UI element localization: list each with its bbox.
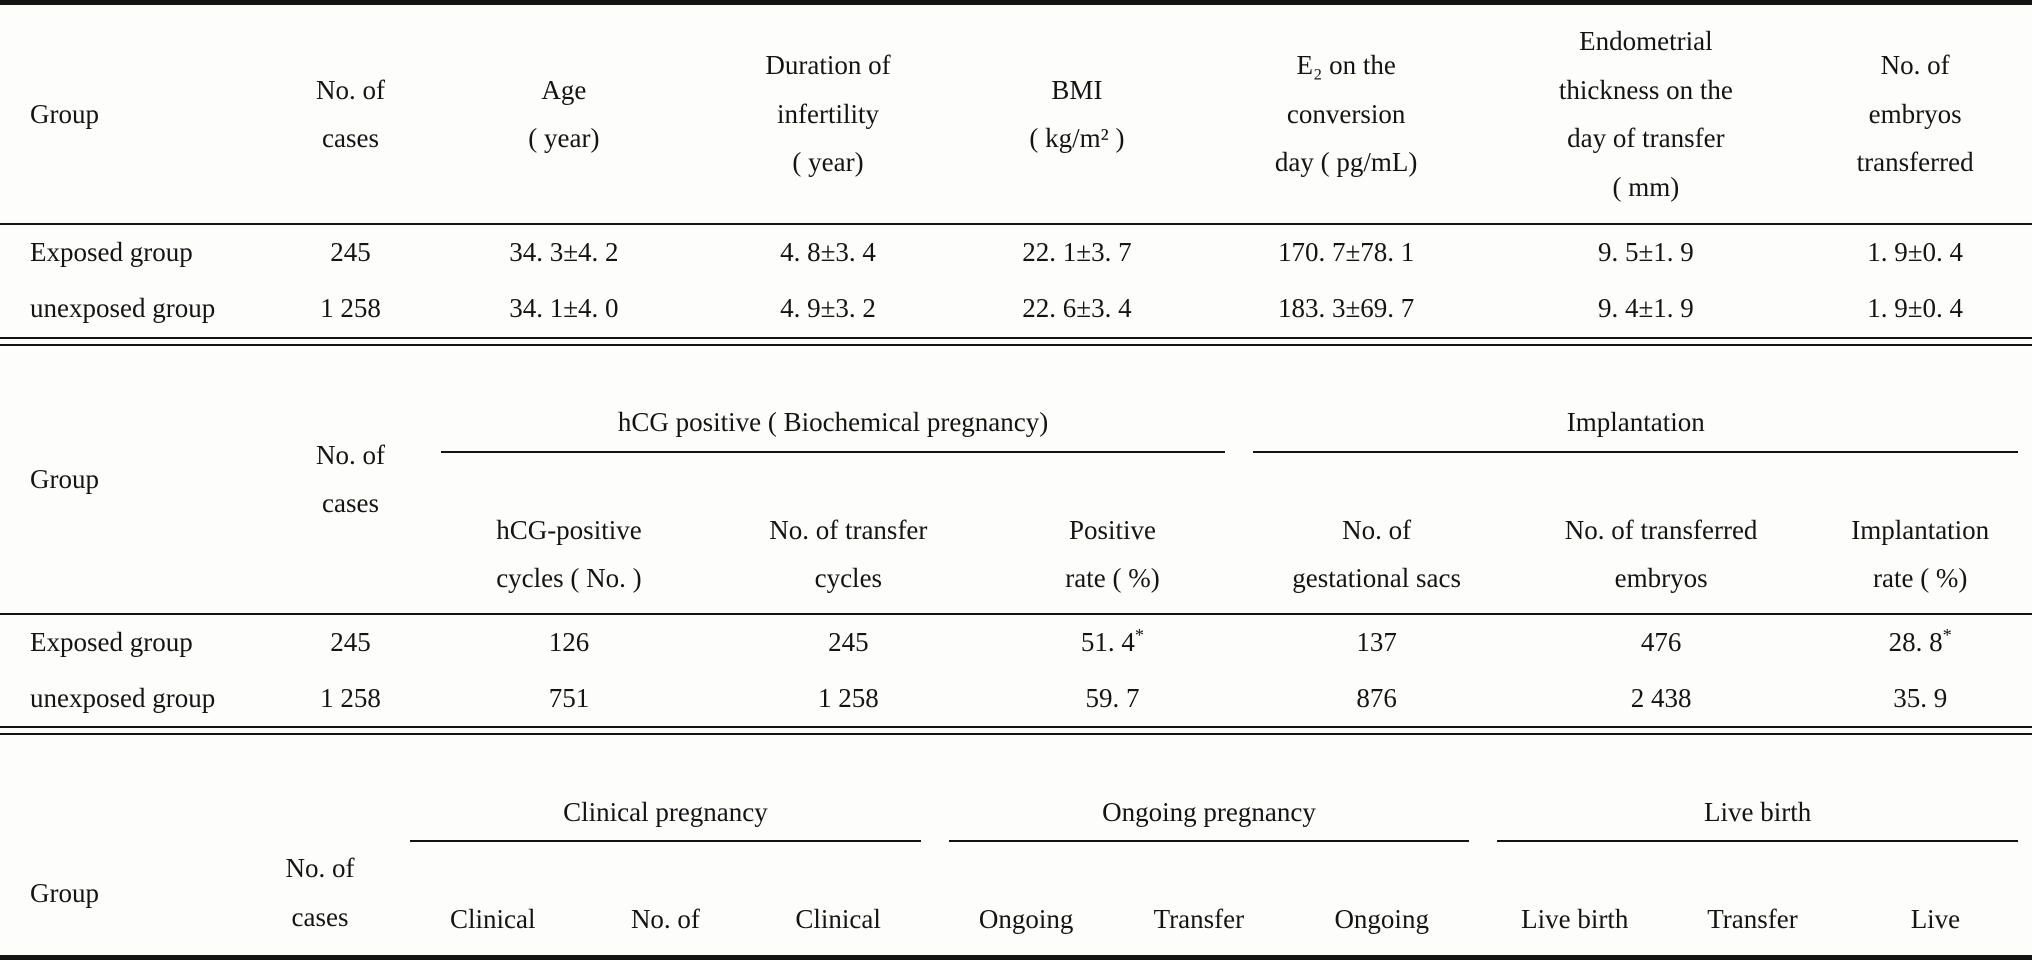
spanner-label: Ongoing pregnancy <box>948 790 1470 843</box>
sub-header-row: Clinical pregnancy cases ( No. ) No. of … <box>0 890 2032 955</box>
spanner-label: Clinical pregnancy <box>410 790 921 843</box>
t2-header-transferred-embryos: No. of transferred embryos <box>1513 501 1809 615</box>
pregnancy-outcomes-table: Group No. of cases Clinical pregnancy On… <box>0 735 2032 955</box>
data-cell: 1. 9±0. 4 <box>1867 237 1964 268</box>
t1-header-age: Age ( year) <box>426 5 702 226</box>
data-cell: 751 <box>548 682 590 713</box>
baseline-characteristics-table: Group No. of cases Age ( year) Duration … <box>0 5 2032 337</box>
data-cell: 35. 9 <box>1893 682 1948 713</box>
data-cell: 245 <box>330 626 371 657</box>
data-cell: 34. 3±4. 2 <box>509 237 619 268</box>
t3-header-no-of-cases: No. of cases <box>243 735 397 955</box>
spanner-label: Implantation <box>1253 400 2018 453</box>
t3-header-transfer-cycles-ongoing: Transfer cycles ( No. ) <box>1117 890 1281 955</box>
table-row-exposed: Exposed group 245 126 245 51. 4* 137 476… <box>0 614 2032 671</box>
table-header-row: Group No. of cases Age ( year) Duration … <box>0 5 2032 226</box>
data-cell: 1. 9±0. 4 <box>1867 293 1964 324</box>
data-cell: 245 <box>330 237 371 268</box>
t1-header-group: Group <box>0 5 275 226</box>
t2-header-hcg-positive-cycles: hCG-positive cycles ( No. ) <box>426 501 712 615</box>
data-cell: 51. 4* <box>1080 624 1145 657</box>
data-cell: 34. 1±4. 0 <box>509 293 619 324</box>
data-cell: 137 <box>1356 626 1397 657</box>
t3-spanner-clinical-pregnancy: Clinical pregnancy <box>396 735 934 891</box>
data-cell: 9. 4±1. 9 <box>1597 293 1694 324</box>
double-rule-separator <box>0 336 2032 346</box>
data-cell: 28. 8* <box>1888 624 1952 657</box>
t3-spanner-ongoing-pregnancy: Ongoing pregnancy <box>935 735 1484 891</box>
data-cell: 4. 9±3. 2 <box>780 293 876 324</box>
data-cell: 22. 1±3. 7 <box>1022 237 1132 268</box>
data-cell: 4. 8±3. 4 <box>780 237 876 268</box>
t3-header-live-birth-cases: Live birth cases ( No. ) <box>1483 890 1667 955</box>
spanner-label: Live birth <box>1497 790 2018 843</box>
data-cell: 1 258 <box>320 293 381 324</box>
t3-header-clinical-pregnancy-cases: Clinical pregnancy cases ( No. ) <box>396 890 590 955</box>
spanner-label: hCG positive ( Biochemical pregnancy) <box>440 400 1226 453</box>
data-cell: 1 258 <box>817 682 879 713</box>
data-cell: 126 <box>548 626 590 657</box>
t3-header-live-birth-rate: Live birth rate ( %) <box>1838 890 2032 955</box>
t1-header-duration-of-infertility: Duration of infertility ( year) <box>701 5 956 226</box>
t3-spanner-live-birth: Live birth <box>1483 735 2032 891</box>
t2-spanner-implantation: Implantation <box>1239 346 2032 502</box>
sub-header-row: hCG-positive cycles ( No. ) No. of trans… <box>0 501 2032 615</box>
t2-header-no-of-cases: No. of cases <box>274 345 427 615</box>
significance-asterisk: * <box>1134 624 1145 645</box>
table-row-exposed: Exposed group 245 34. 3±4. 2 4. 8±3. 4 2… <box>0 224 2032 281</box>
t2-header-transfer-cycles: No. of transfer cycles <box>711 501 986 615</box>
t1-header-bmi: BMI ( kg/m² ) <box>955 5 1199 226</box>
table-row-unexposed: unexposed group 1 258 34. 1±4. 0 4. 9±3.… <box>0 281 2032 337</box>
t3-header-ongoing-pregnancy-rate: Ongoing pregnancy rate ( %) <box>1280 890 1484 955</box>
data-cell: 170. 7±78. 1 <box>1277 237 1415 268</box>
t2-header-positive-rate: Positive rate ( %) <box>985 501 1240 615</box>
data-cell: 183. 3±69. 7 <box>1277 293 1415 324</box>
t3-header-transfer-cycles-livebirth: Transfer cycles ( No. ) <box>1666 890 1839 955</box>
spanner-header-row: Group No. of cases hCG positive ( Bioche… <box>0 345 2032 615</box>
t2-header-group: Group <box>0 345 275 615</box>
t2-header-implantation-rate: Implantation rate ( %) <box>1808 501 2032 615</box>
t2-header-gestational-sacs: No. of gestational sacs <box>1239 501 1514 615</box>
data-cell: 1 258 <box>320 682 381 713</box>
row-label: Exposed group <box>30 626 193 657</box>
t2-spanner-hcg-positive: hCG positive ( Biochemical pregnancy) <box>427 346 1240 502</box>
hcg-implantation-table: Group No. of cases hCG positive ( Bioche… <box>0 345 2032 727</box>
data-cell: 59. 7 <box>1085 682 1140 713</box>
data-cell: 876 <box>1356 682 1397 713</box>
t3-header-clinical-pregnancy-rate: Clinical pregnancy rate ( %) <box>741 890 935 955</box>
spanner-header-row: Group No. of cases Clinical pregnancy On… <box>0 735 2032 955</box>
row-label: Exposed group <box>30 237 193 268</box>
t1-header-e2-conversion-day: E₂ on the conversion day ( pg/mL) <box>1198 5 1494 226</box>
t3-header-group: Group <box>0 735 244 955</box>
t1-header-embryos-transferred: No. of embryos transferred <box>1798 5 2032 226</box>
data-cell: 9. 5±1. 9 <box>1597 237 1694 268</box>
significance-asterisk: * <box>1942 624 1952 645</box>
double-rule-separator <box>0 726 2032 736</box>
data-cell: 476 <box>1640 626 1682 657</box>
t3-header-transfer-cycles-clinical: No. of transfer cycles <box>589 890 742 955</box>
row-label: unexposed group <box>30 293 216 324</box>
t3-header-ongoing-pregnancy-cases: Ongoing pregnancy cases ( No. ) <box>934 890 1118 955</box>
t1-header-no-of-cases: No. of cases <box>274 5 427 226</box>
data-cell: 2 438 <box>1630 682 1692 713</box>
data-cell: 22. 6±3. 4 <box>1022 293 1132 324</box>
table-row-unexposed: unexposed group 1 258 751 1 258 59. 7 87… <box>0 671 2032 727</box>
data-cell: 245 <box>828 626 869 657</box>
t1-header-endometrial-thickness: Endometrial thickness on the day of tran… <box>1493 5 1799 226</box>
row-label: unexposed group <box>30 682 216 713</box>
